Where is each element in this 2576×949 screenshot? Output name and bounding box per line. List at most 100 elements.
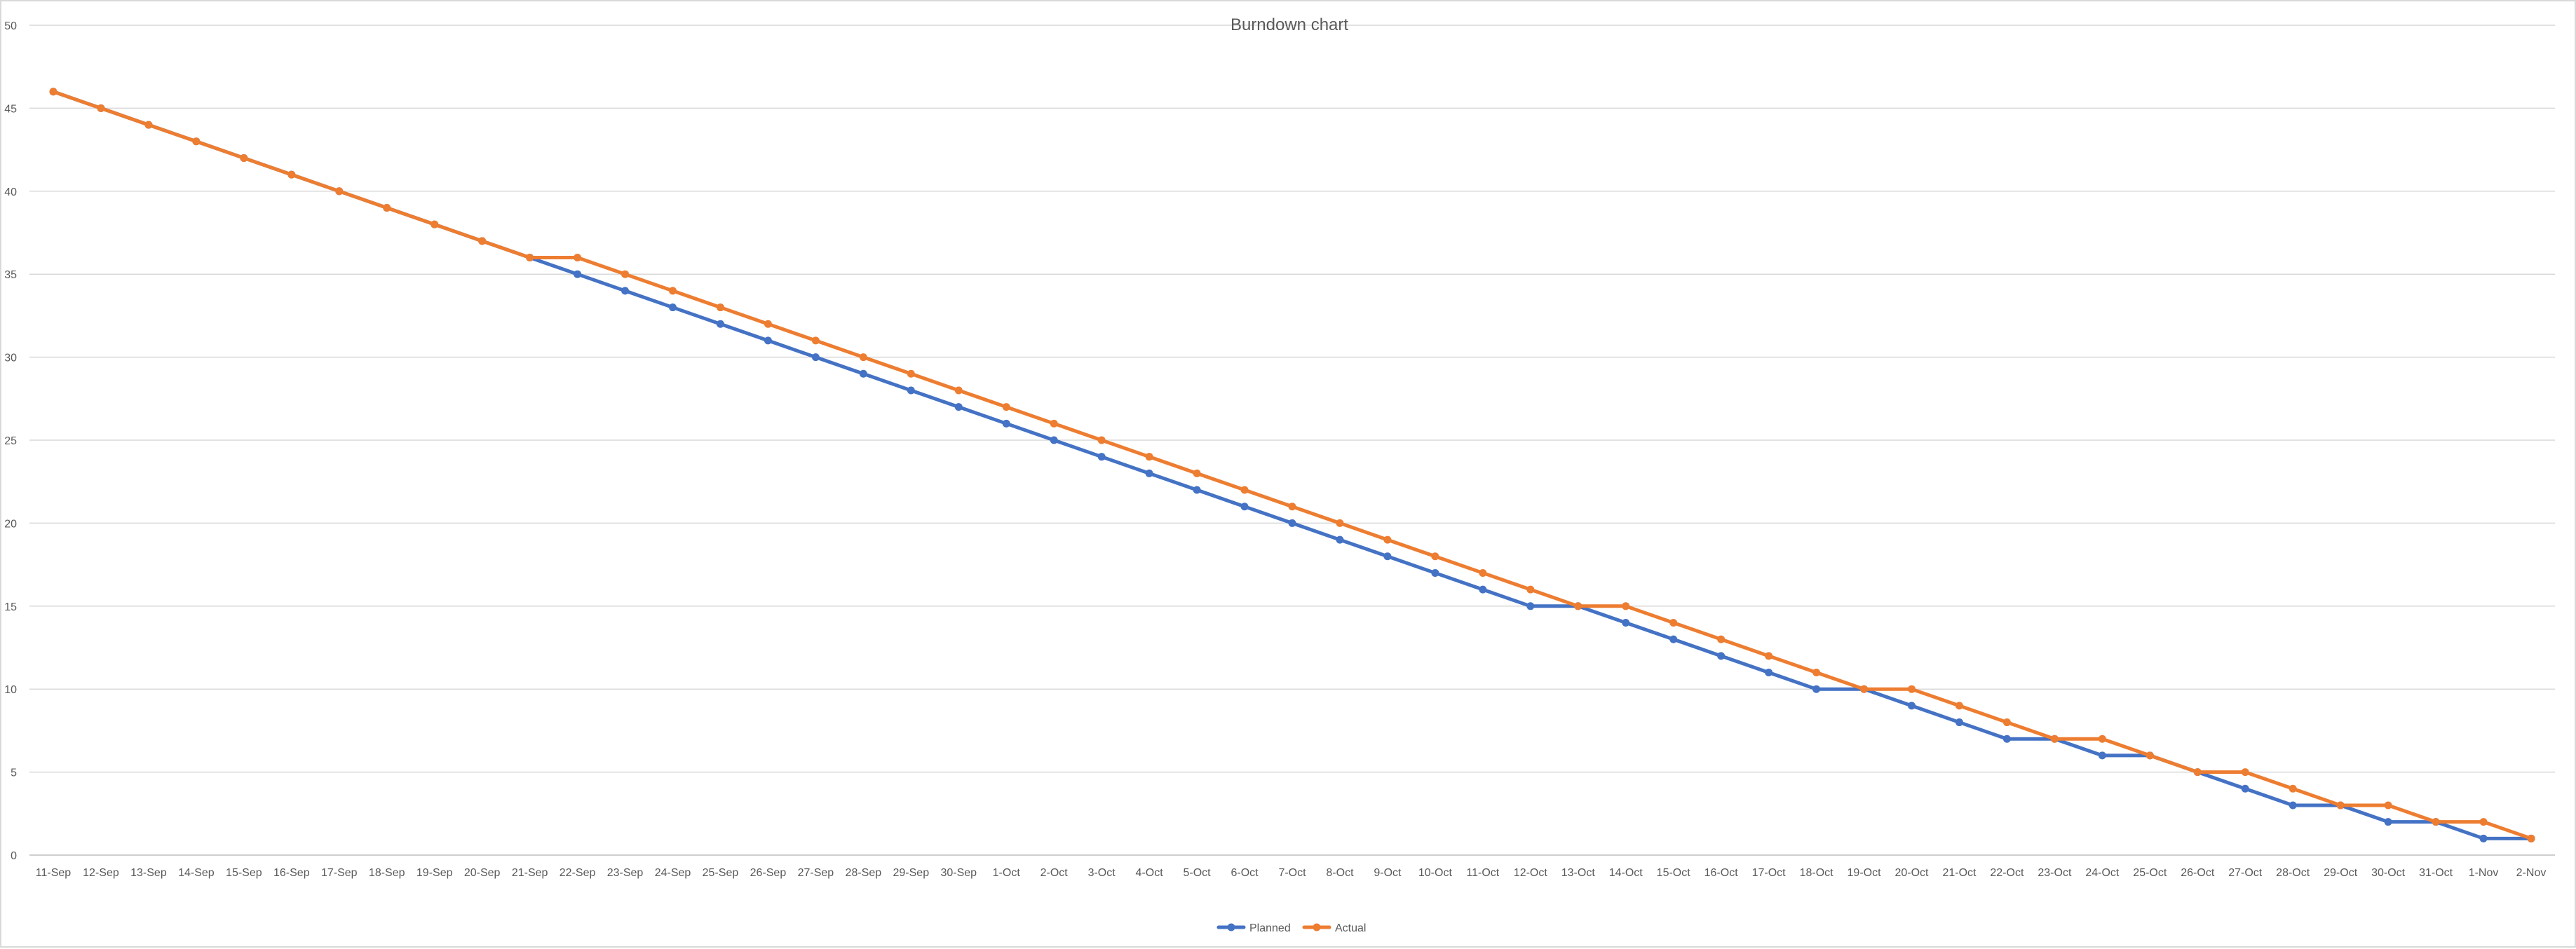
data-point-planned: [1002, 419, 1010, 428]
data-point-planned: [2002, 735, 2011, 743]
data-point-planned: [1336, 535, 1344, 544]
data-point-planned: [1288, 519, 1296, 527]
data-point-actual: [2241, 768, 2249, 777]
legend: Planned Actual: [1216, 922, 1366, 934]
data-point-planned: [1097, 453, 1106, 461]
x-tick-label: 24-Sep: [655, 867, 691, 879]
data-point-planned: [954, 403, 963, 411]
x-tick-label: 10-Oct: [1418, 867, 1453, 879]
data-point-planned: [574, 270, 582, 278]
data-point-actual: [1383, 535, 1392, 544]
series-layer: [49, 88, 2535, 842]
data-point-actual: [97, 104, 105, 112]
data-point-actual: [1002, 403, 1010, 411]
data-point-planned: [907, 386, 915, 395]
data-point-planned: [716, 320, 724, 328]
data-point-actual: [240, 153, 248, 162]
data-point-planned: [811, 353, 820, 362]
chart-title: Burndown chart: [1231, 15, 1348, 34]
data-point-actual: [1145, 453, 1153, 461]
data-point-actual: [2002, 718, 2011, 727]
x-tick-label: 14-Oct: [1609, 867, 1643, 879]
x-tick-label: 26-Sep: [750, 867, 787, 879]
x-tick-label: 30-Oct: [2371, 867, 2406, 879]
data-point-planned: [1526, 602, 1535, 610]
gridlines: [29, 25, 2555, 856]
data-point-planned: [2098, 751, 2106, 760]
data-point-actual: [621, 270, 630, 278]
x-tick-label: 7-Oct: [1278, 867, 1306, 879]
x-tick-label: 18-Sep: [369, 867, 405, 879]
data-point-actual: [574, 254, 582, 262]
x-tick-label: 19-Sep: [416, 867, 453, 879]
data-point-actual: [1240, 486, 1249, 494]
data-point-planned: [2479, 834, 2488, 842]
data-point-actual: [2098, 735, 2106, 743]
data-point-actual: [335, 187, 344, 196]
series-actual: [49, 88, 2535, 842]
x-tick-label: 5-Oct: [1184, 867, 1212, 879]
data-point-planned: [1908, 702, 1916, 710]
x-tick-label: 6-Oct: [1231, 867, 1259, 879]
data-point-planned: [1669, 635, 1678, 643]
x-tick-label: 26-Oct: [2181, 867, 2215, 879]
x-tick-label: 1-Nov: [2469, 867, 2499, 879]
data-point-actual: [954, 386, 963, 395]
data-point-planned: [1622, 618, 1630, 627]
x-tick-label: 8-Oct: [1326, 867, 1354, 879]
x-tick-label: 28-Sep: [846, 867, 882, 879]
data-point-planned: [1050, 436, 1058, 444]
x-tick-label: 12-Oct: [1514, 867, 1548, 879]
legend-marker-planned: [1227, 923, 1235, 931]
x-tick-label: 21-Oct: [1942, 867, 1977, 879]
y-tick-label: 40: [4, 186, 17, 198]
data-point-actual: [1050, 419, 1058, 428]
data-point-actual: [1288, 503, 1296, 511]
y-tick-label: 15: [4, 601, 17, 613]
y-tick-label: 25: [4, 435, 17, 447]
data-point-actual: [144, 121, 153, 129]
data-point-actual: [1479, 568, 1487, 577]
data-point-actual: [907, 369, 915, 378]
x-tick-label: 13-Sep: [130, 867, 167, 879]
x-tick-label: 19-Oct: [1848, 867, 1882, 879]
data-point-actual: [1097, 436, 1106, 444]
x-tick-label: 22-Oct: [1990, 867, 2024, 879]
x-tick-label: 23-Sep: [607, 867, 644, 879]
data-point-planned: [1145, 469, 1153, 477]
data-point-actual: [2193, 768, 2202, 777]
legend-label-actual: Actual: [1335, 922, 1366, 934]
x-tick-label: 27-Oct: [2228, 867, 2263, 879]
y-tick-label: 35: [4, 269, 17, 281]
data-point-actual: [764, 320, 772, 328]
data-point-actual: [1717, 635, 1726, 643]
x-tick-label: 30-Sep: [940, 867, 977, 879]
data-point-planned: [2289, 801, 2297, 810]
data-point-planned: [1383, 552, 1392, 561]
data-point-actual: [2145, 751, 2154, 760]
x-tick-label: 16-Sep: [273, 867, 310, 879]
x-tick-label: 4-Oct: [1136, 867, 1164, 879]
x-tick-label: 28-Oct: [2276, 867, 2310, 879]
y-tick-label: 10: [4, 684, 17, 696]
data-point-actual: [192, 137, 201, 146]
data-point-actual: [1860, 685, 1869, 693]
x-tick-label: 21-Sep: [512, 867, 548, 879]
y-tick-label: 20: [4, 518, 17, 530]
data-point-planned: [1240, 503, 1249, 511]
data-point-actual: [1955, 702, 1963, 710]
data-point-actual: [2336, 801, 2345, 810]
data-point-actual: [1765, 652, 1773, 660]
x-tick-label: 11-Oct: [1466, 867, 1499, 879]
data-point-actual: [2479, 818, 2488, 826]
data-point-actual: [2050, 735, 2059, 743]
x-tick-label: 22-Sep: [560, 867, 596, 879]
data-point-actual: [1908, 685, 1916, 693]
legend-marker-actual: [1313, 923, 1321, 931]
data-point-planned: [1812, 685, 1821, 693]
x-tick-label: 14-Sep: [178, 867, 215, 879]
data-point-actual: [1622, 602, 1630, 610]
x-tick-label: 27-Sep: [798, 867, 834, 879]
data-point-actual: [1812, 669, 1821, 677]
